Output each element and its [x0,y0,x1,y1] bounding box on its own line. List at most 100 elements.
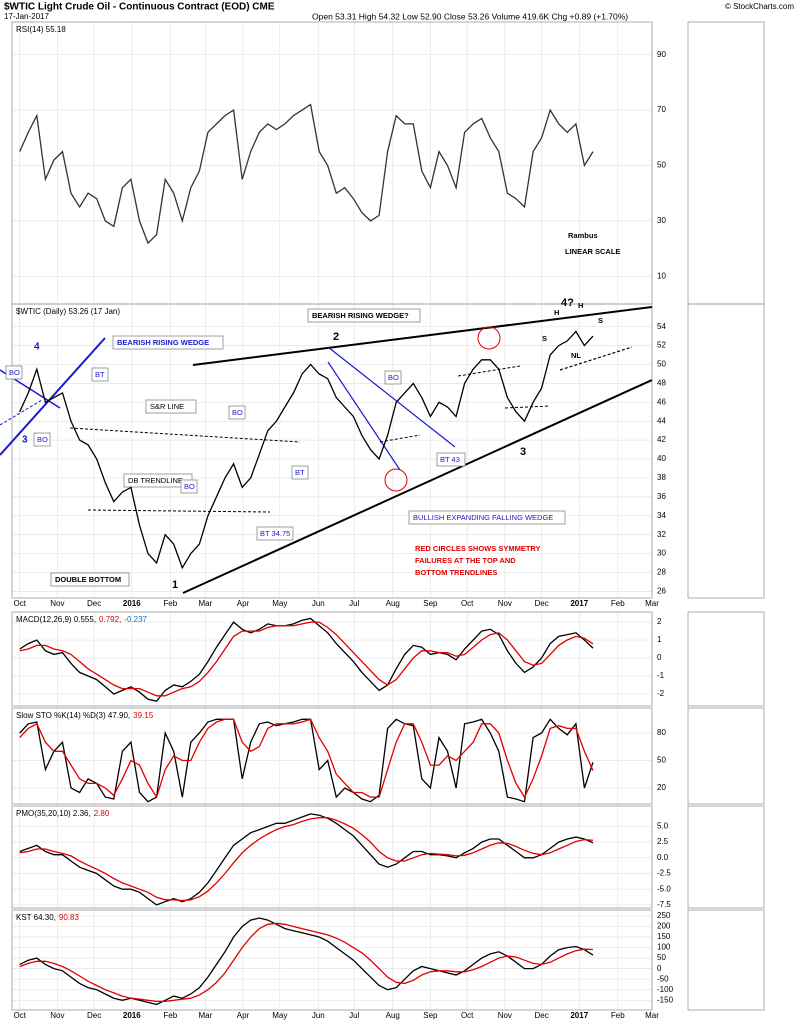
y-tick-label: 0.0 [657,853,669,862]
legend: RSI(14) 55.18 [16,25,66,34]
legend-entry: 0.792, [99,615,121,624]
red-circle [384,468,408,492]
x-tick-label: 2017 [570,1011,588,1020]
y-tick-label: 28 [657,568,666,577]
legend-entry: MACD(12,26,9) 0.555, [16,615,96,624]
y-tick-label: 26 [657,586,666,595]
y-tick-label: -1 [657,671,665,680]
chart-title: $WTIC Light Crude Oil - Continuous Contr… [4,2,275,13]
y-tick-label: 46 [657,397,666,406]
x-tick-label: Apr [237,1011,250,1020]
y-tick-label: 34 [657,511,666,520]
trendline [457,365,521,377]
trendline [327,361,401,471]
annotation: BO [388,373,399,382]
annotation-box [291,465,309,480]
y-tick-label: 42 [657,435,666,444]
annotation-box [408,510,566,525]
x-tick-label: Oct [13,599,26,608]
x-tick-label: Mar [645,1011,659,1020]
x-tick-label: Dec [535,1011,549,1020]
trendline [327,346,456,448]
mini-frame [687,707,765,805]
annotation: RED CIRCLES SHOWS SYMMETRY [415,544,541,553]
legend-entry: -0.237 [124,615,147,624]
x-tick-label: Mar [198,1011,212,1020]
y-tick-label: 2.5 [657,837,669,846]
x-tick-label: 2016 [123,599,141,608]
pattern-label: H [554,308,559,317]
x-tick-label: Nov [498,599,512,608]
mini-frame [687,909,765,1011]
mini-frame [687,805,765,909]
x-tick-label: Oct [13,1011,26,1020]
annotation: Rambus [568,231,598,240]
mini-frame [687,611,765,707]
y-tick-label: 250 [657,911,671,920]
y-tick-label: -150 [657,995,674,1004]
y-tick-label: 44 [657,416,666,425]
legend: $WTIC (Daily) 53.26 (17 Jan) [16,307,120,316]
series-line [19,817,594,902]
rsi-frame [11,21,653,305]
y-tick-label: 80 [657,728,666,737]
y-tick-label: 50 [657,161,666,170]
y-tick-label: 50 [657,756,666,765]
x-tick-label: Feb [611,599,625,608]
y-tick-label: 40 [657,454,666,463]
x-tick-label: Apr [237,599,250,608]
wave-label: 4? [561,297,574,309]
x-tick-label: Oct [461,599,474,608]
series-line [19,103,594,245]
y-tick-label: 70 [657,105,666,114]
x-tick-label: Nov [498,1011,512,1020]
pmo-frame [11,805,653,909]
trendlines [0,306,653,594]
mini-frame [687,303,765,599]
x-tick-label: Nov [50,1011,64,1020]
annotation: BULLISH EXPANDING FALLING WEDGE [413,513,553,522]
trendline [0,399,43,426]
kst-frame [11,909,653,1011]
x-tick-label: Feb [611,1011,625,1020]
annotations: BEARISH RISING WEDGE BEARISH RISING WEDG… [5,231,620,591]
annotation-box [33,432,51,447]
y-tick-label: 32 [657,530,666,539]
legend-entry: PMO(35,20,10) 2.36, [16,809,91,818]
legend: MACD(12,26,9) 0.555, 0.792, -0.237 [16,615,148,624]
legend: Slow STO %K(14) %D(3) 47.90, 39.15 [16,711,154,720]
annotation: DB TRENDLINE [128,476,183,485]
x-tick-label: Sep [423,1011,438,1020]
y-tick-label: 52 [657,341,666,350]
x-tick-label: Oct [461,1011,474,1020]
annotation-box [228,405,246,420]
red-circle [477,326,501,350]
pattern-label: S [598,316,603,325]
series-line [19,718,594,799]
y-tick-label: -2.5 [657,869,671,878]
annotation: BT 34.75 [260,529,290,538]
sto-frame [11,707,653,805]
y-tick-label: 50 [657,360,666,369]
x-tick-label: 2016 [123,1011,141,1020]
legend-entry: $WTIC (Daily) 53.26 (17 Jan) [16,307,120,316]
annotation-box [91,367,109,382]
legend: KST 64.30, 90.83 [16,913,79,922]
annotation-box [180,479,198,494]
annotation: BEARISH RISING WEDGE [117,338,209,347]
trendline [182,379,653,594]
y-tick-label: 200 [657,922,671,931]
annotation-box [145,399,197,414]
trendline [192,306,653,366]
mini-frame [687,21,765,305]
series-line [19,917,594,1006]
quote: Open 53.31 High 54.32 Low 52.90 Close 53… [312,11,628,21]
trendline [87,509,271,513]
annotation: S&R LINE [150,402,184,411]
y-tick-label: 150 [657,932,671,941]
y-tick-label: 38 [657,473,666,482]
annotation: LINEAR SCALE [565,247,620,256]
annotation-box [256,526,294,541]
credit: © StockCharts.com [725,2,794,11]
